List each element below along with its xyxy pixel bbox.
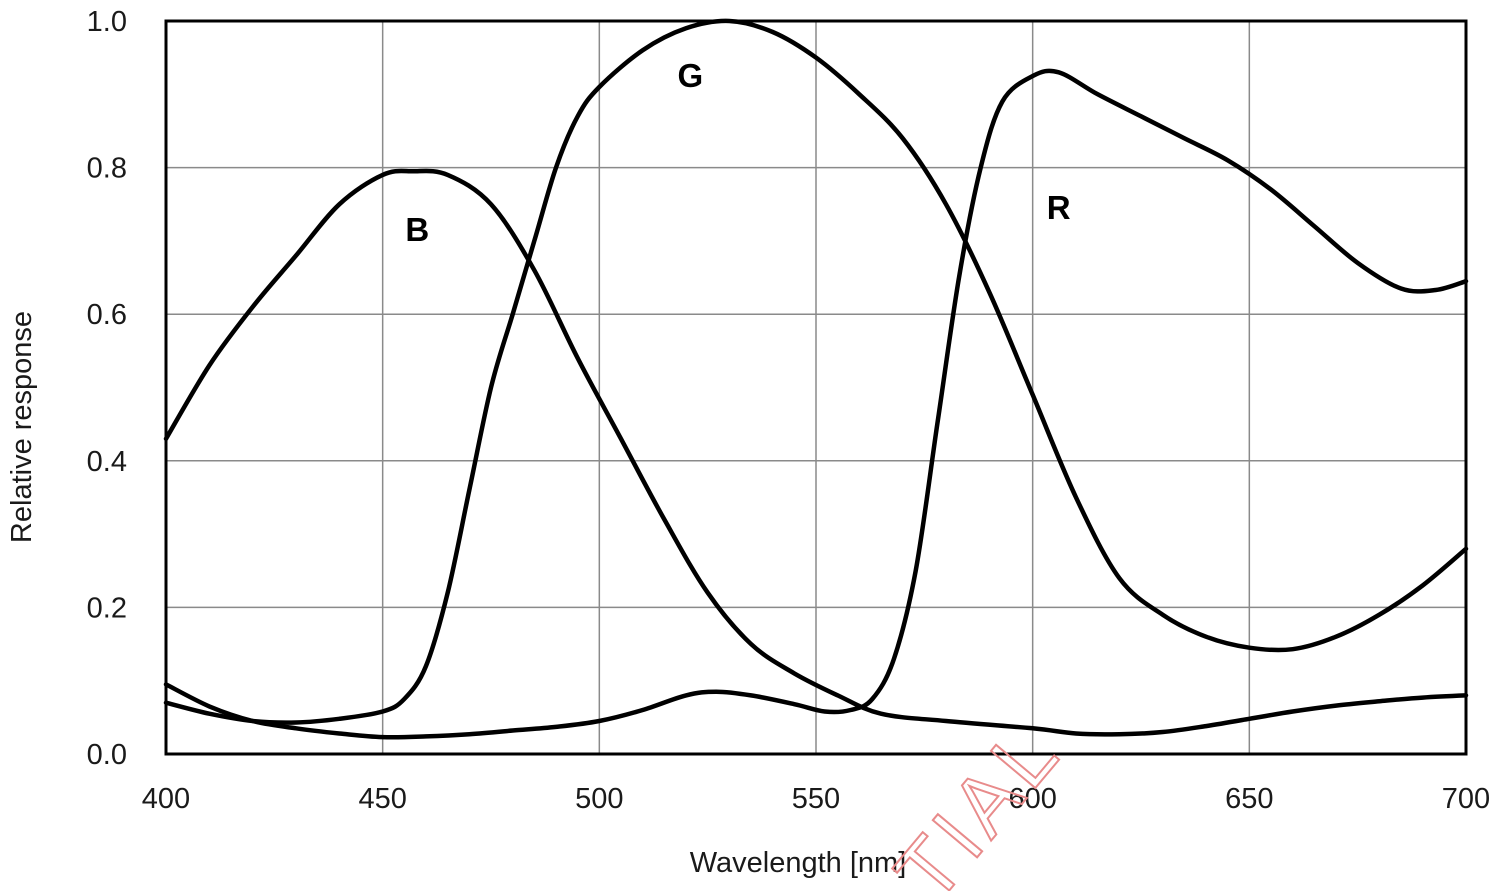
series-annotations: B G R [405, 57, 1070, 248]
y-tick-label: 0.8 [87, 153, 127, 185]
x-tick-label: 500 [575, 783, 623, 815]
y-tick-label: 0.4 [87, 446, 127, 478]
series-line-r [163, 68, 1469, 740]
x-axis-title: Wavelength [nm] [690, 847, 907, 879]
series-label-g: G [677, 57, 703, 94]
y-tick-label: 0.0 [87, 739, 127, 771]
x-tick-label: 700 [1442, 783, 1490, 815]
series-label-b: B [405, 211, 429, 248]
x-tick-label: 400 [142, 783, 190, 815]
y-tick-label: 0.6 [87, 299, 127, 331]
plot-frame [164, 19, 1468, 756]
tick-labels: 400 450 500 550 600 650 700 0.0 0.2 0.4 0.6 0.8 1.0 [87, 6, 1491, 815]
x-tick-label: 450 [358, 783, 406, 815]
series-line-b [163, 168, 1469, 737]
grid-lines [166, 21, 1466, 754]
y-tick-label: 1.0 [87, 6, 127, 38]
y-tick-label: 0.2 [87, 592, 127, 624]
series-label-r: R [1047, 189, 1071, 226]
x-tick-label: 650 [1225, 783, 1273, 815]
plot-border [164, 19, 1468, 756]
y-axis-title: Relative response [6, 311, 38, 543]
x-tick-label: 550 [792, 783, 840, 815]
x-tick-label: 600 [1008, 783, 1056, 815]
